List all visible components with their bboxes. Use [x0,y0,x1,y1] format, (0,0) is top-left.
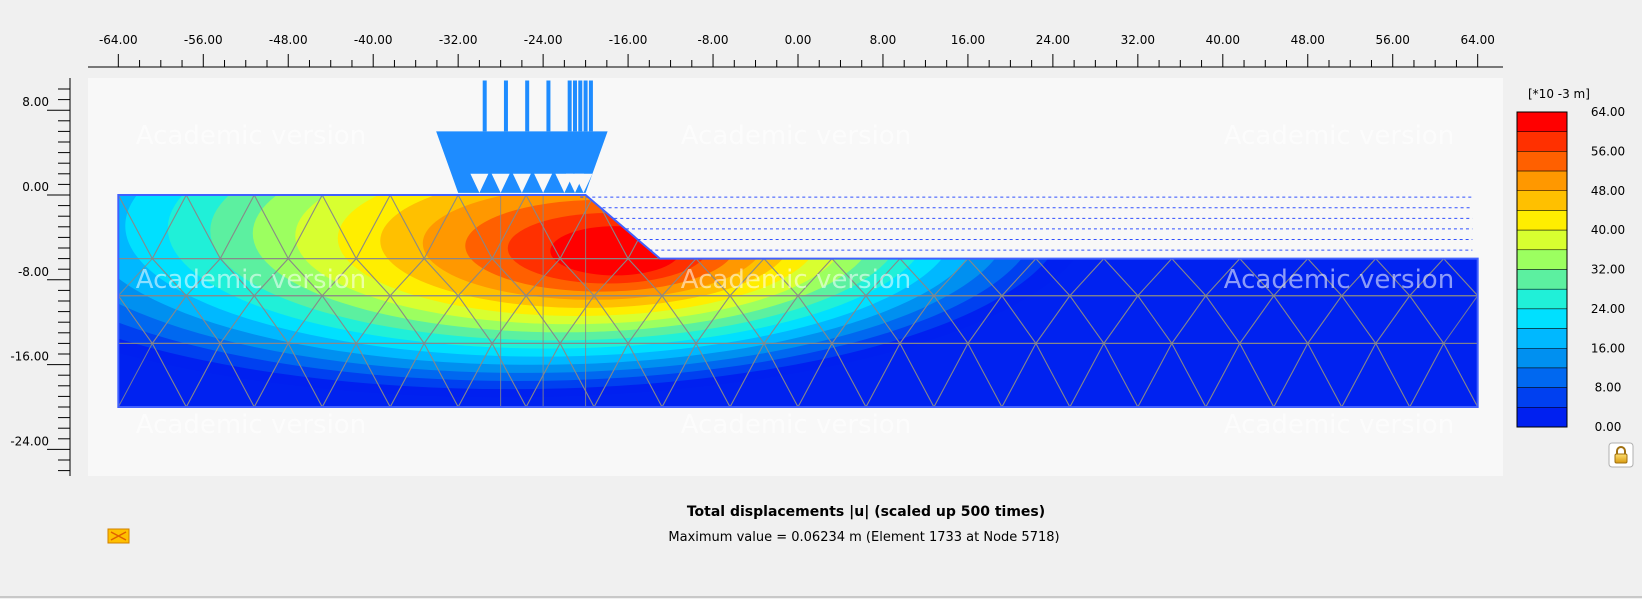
legend-tick-label: 56.00 [1591,144,1625,158]
legend-frame [1516,111,1568,428]
legend-color-step [1516,170,1568,191]
y-tick-label: 8.00 [22,95,49,109]
mesh-element [389,342,459,407]
distributed-load [436,80,608,193]
y-axis-ruler: 8.00 0.00 -8.00 -16.00 -24.00 [10,78,71,476]
legend-tick-label: 0.00 [1595,420,1622,434]
load-tooth [534,173,553,193]
x-tick-label: -32.00 [439,33,478,47]
mesh-element [253,342,324,407]
soil-outline [117,194,1479,408]
mesh-element [118,195,154,260]
y-tick-label: -8.00 [18,265,49,279]
y-tick-label: 0.00 [22,180,49,194]
x-tick-label: 16.00 [951,33,985,47]
displacement-contours [118,195,1478,407]
watermark-text: Academic version [1224,410,1454,440]
x-tick-label: 32.00 [1121,33,1155,47]
x-tick-label: -40.00 [354,33,393,47]
load-tooth [470,173,489,193]
mesh-element [1204,342,1275,407]
plot-title: Total displacements |u| (scaled up 500 t… [687,504,1045,520]
legend-color-step [1516,210,1568,231]
water-level-lines [580,196,1473,251]
x-tick-label: -64.00 [99,33,138,47]
legend-color-step [1516,249,1568,270]
watermark-group: Academic version Academic version Academic… [136,121,1454,440]
mesh-element [1137,342,1207,407]
legend-color-step [1516,308,1568,329]
legend-color-step [1516,328,1568,349]
x-axis-ruler: -64.00 -56.00 -48.00 -40.00 -32.00 -24.00 -16.… [88,33,1503,68]
x-tick-label: -8.00 [698,33,729,47]
legend-tick-label: 48.00 [1591,184,1625,198]
watermark-text: Academic version [136,410,366,440]
soil-body [117,194,1479,408]
legend-color-step [1516,131,1568,152]
lock-icon[interactable] [1608,442,1634,468]
legend-color-step [1516,387,1568,408]
legend-swatch-icon[interactable] [107,528,130,544]
mesh-element [321,342,392,407]
legend-color-step [1516,151,1568,172]
mesh-element [729,342,799,407]
mesh-element [593,342,663,407]
legend-color-step [1516,348,1568,369]
mesh-element [118,294,154,344]
mesh-element [118,342,188,407]
mesh-element [1001,342,1071,407]
color-legend: [*10 -3 m] 64.00 56.00 48.00 40.00 32.00 24.0… [1516,87,1625,434]
x-tick-label: 40.00 [1206,33,1240,47]
legend-color-step [1516,111,1568,132]
watermark-text: Academic version [681,121,911,151]
mesh-element [933,342,1003,407]
mesh-element [1069,342,1139,407]
x-tick-label: 48.00 [1291,33,1325,47]
x-tick-label: 8.00 [870,33,897,47]
x-tick-label: 0.00 [785,33,812,47]
y-tick-label: -16.00 [10,350,49,364]
legend-color-step [1516,407,1568,428]
legend-tick-label: 40.00 [1591,223,1625,237]
watermark-text: Academic version [136,121,366,151]
x-tick-label: -16.00 [609,33,648,47]
legend-color-step [1516,190,1568,211]
x-tick-label: -48.00 [269,33,308,47]
legend-color-step [1516,269,1568,290]
mesh-element [1408,342,1478,407]
watermark-text: Academic version [681,410,911,440]
mesh-element [865,342,935,407]
mesh-element [1340,342,1411,407]
mesh-element [185,342,256,407]
watermark-text: Academic version [681,265,911,295]
load-tooth [491,173,510,193]
load-tooth [512,173,531,193]
window-border [0,596,1642,598]
x-tick-label: 64.00 [1461,33,1495,47]
x-tick-label: -56.00 [184,33,223,47]
x-tick-label: 24.00 [1036,33,1070,47]
load-tooth [574,173,593,193]
legend-tick-label: 32.00 [1591,263,1625,277]
plot-subtitle: Maximum value = 0.06234 m (Element 1733 … [668,530,1059,545]
mesh-element [661,342,731,407]
x-tick-label: -24.00 [524,33,563,47]
mesh-element [457,342,527,407]
legend-color-step [1516,367,1568,388]
x-tick-label: 56.00 [1376,33,1410,47]
watermark-text: Academic version [1224,265,1454,295]
y-tick-label: -24.00 [10,434,49,448]
legend-color-step [1516,229,1568,251]
legend-tick-label: 8.00 [1595,381,1622,395]
legend-color-step [1516,288,1568,310]
mesh-element [797,342,867,407]
legend-unit-label: [*10 -3 m] [1528,87,1590,101]
legend-tick-label: 64.00 [1591,105,1625,119]
mesh-element [1272,342,1343,407]
legend-tick-label: 16.00 [1591,341,1625,355]
legend-tick-label: 24.00 [1591,302,1625,316]
watermark-text: Academic version [1224,121,1454,151]
watermark-text: Academic version [136,265,366,295]
